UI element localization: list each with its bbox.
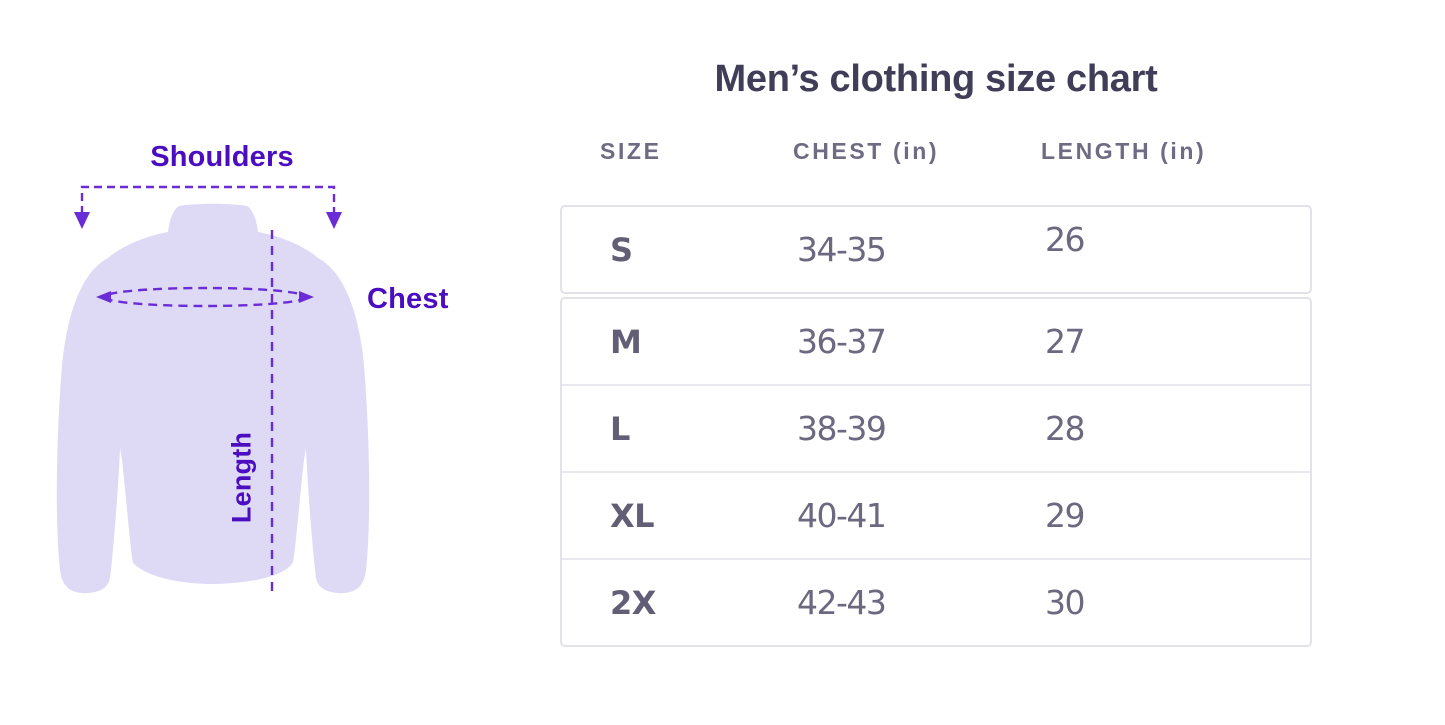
length-cell: 30 — [1045, 583, 1086, 622]
size-cell: XL — [610, 496, 655, 535]
shoulders-measure-lines — [80, 185, 336, 214]
size-cell: 2X — [610, 583, 656, 622]
shirt-measurement-diagram — [56, 185, 370, 594]
length-cell: 28 — [1045, 409, 1086, 448]
page-title: Men’s clothing size chart — [714, 58, 1158, 100]
chest-cell: 34-35 — [797, 230, 887, 269]
table-row: XL 40-41 29 — [562, 471, 1310, 558]
size-cell: S — [610, 230, 633, 269]
length-cell: 26 — [1045, 220, 1086, 259]
table-row: S 34-35 26 — [562, 207, 1310, 292]
size-cell: L — [610, 409, 630, 448]
shoulders-arrow-left-icon — [74, 212, 90, 229]
column-header-length: LENGTH (in) — [1041, 138, 1207, 164]
shoulders-label: Shoulders — [150, 141, 294, 173]
chest-cell: 38-39 — [797, 409, 887, 448]
shoulders-arrow-right-icon — [326, 212, 342, 229]
shirt-right-sleeve — [305, 258, 370, 594]
table-row: M 36-37 27 — [562, 299, 1310, 384]
length-cell: 27 — [1045, 322, 1086, 361]
chest-arrow-right-icon — [299, 291, 314, 303]
chest-cell: 36-37 — [797, 322, 887, 361]
chest-cell: 42-43 — [797, 583, 887, 622]
shirt-left-sleeve — [56, 258, 121, 594]
table-row: 2X 42-43 30 — [562, 558, 1310, 645]
shirt-illustration — [56, 203, 370, 594]
chest-arrow-left-icon — [96, 291, 111, 303]
shirt-body — [106, 203, 320, 584]
size-cell: M — [610, 322, 642, 361]
column-header-size: SIZE — [600, 138, 662, 164]
length-cell: 29 — [1045, 496, 1086, 535]
size-table-card-m-to-2x: M 36-37 27 L 38-39 28 XL 40-41 29 2X 42-… — [560, 297, 1312, 647]
table-row: L 38-39 28 — [562, 384, 1310, 471]
length-label: Length — [226, 431, 257, 524]
table-header-row: SIZE CHEST (in) LENGTH (in) — [560, 138, 1312, 165]
size-table-card-s: S 34-35 26 — [560, 205, 1312, 294]
column-header-chest: CHEST (in) — [793, 138, 940, 164]
chest-cell: 40-41 — [797, 496, 887, 535]
chest-label: Chest — [367, 283, 449, 315]
